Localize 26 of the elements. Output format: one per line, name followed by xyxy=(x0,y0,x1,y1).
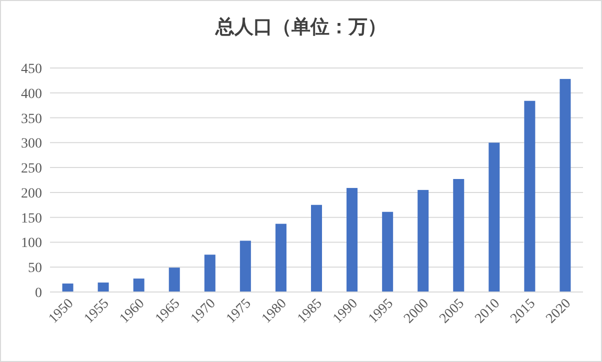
y-tick-label: 450 xyxy=(21,62,42,77)
y-tick-label: 400 xyxy=(21,86,42,102)
bar xyxy=(311,204,322,292)
y-tick-label: 300 xyxy=(21,136,42,152)
y-tick-label: 0 xyxy=(35,286,42,301)
y-tick-label: 150 xyxy=(21,211,42,226)
y-tick-label: 250 xyxy=(21,162,42,177)
chart-title: 总人口（单位：万） xyxy=(214,16,386,38)
bar xyxy=(524,100,536,292)
y-tick-label: 350 xyxy=(21,112,42,127)
bar xyxy=(240,240,251,292)
y-tick-label: 100 xyxy=(21,236,42,252)
bar xyxy=(418,190,429,292)
bar xyxy=(98,282,109,292)
bar xyxy=(382,212,394,292)
bar xyxy=(275,224,286,292)
bar xyxy=(453,179,464,292)
bar xyxy=(346,188,358,292)
y-tick-label: 50 xyxy=(28,261,42,276)
bar xyxy=(62,284,74,292)
bar xyxy=(204,254,216,292)
bar xyxy=(168,268,180,292)
bar xyxy=(133,278,144,292)
y-tick-label: 200 xyxy=(21,186,42,202)
bar xyxy=(488,142,500,292)
bar xyxy=(560,78,571,292)
